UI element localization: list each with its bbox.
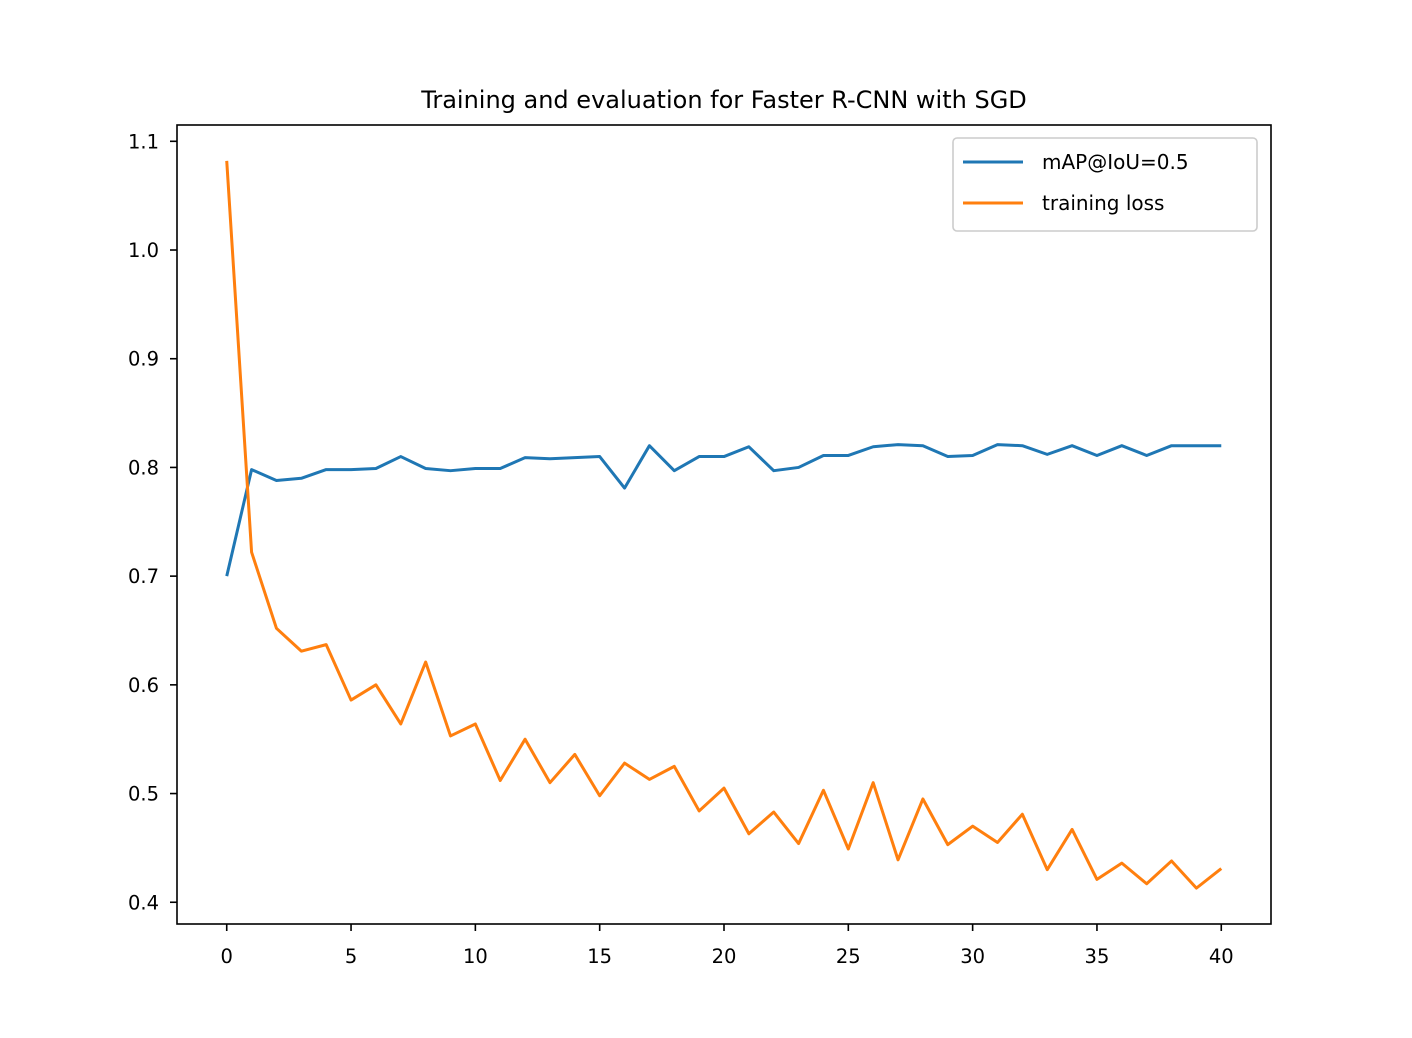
y-tick-label: 1.0 xyxy=(128,239,159,262)
y-axis: 0.4 0.5 0.6 0.7 0.8 0.9 1.0 1.1 xyxy=(128,130,177,914)
x-tick-label: 5 xyxy=(345,945,357,968)
plot-area xyxy=(225,160,1223,890)
axes-frame xyxy=(176,124,1272,925)
legend-box xyxy=(952,137,1258,232)
x-tick-label: 25 xyxy=(836,945,861,968)
y-tick-label: 0.6 xyxy=(128,674,159,697)
x-tick-label: 20 xyxy=(712,945,737,968)
y-tick-label: 0.9 xyxy=(128,348,159,371)
y-tick-label: 0.4 xyxy=(128,891,159,914)
series-line-0 xyxy=(225,443,1222,577)
y-tick-label: 0.7 xyxy=(128,565,159,588)
x-tick-label: 35 xyxy=(1085,945,1110,968)
legend-label: mAP@IoU=0.5 xyxy=(1042,150,1189,174)
x-tick-label: 15 xyxy=(587,945,612,968)
x-tick-label: 10 xyxy=(463,945,488,968)
legend: mAP@IoU=0.5 training loss xyxy=(952,137,1258,232)
legend-label: training loss xyxy=(1042,191,1164,215)
y-tick-label: 0.8 xyxy=(128,456,159,479)
series-line-1 xyxy=(225,160,1223,890)
y-tick-label: 1.1 xyxy=(128,130,159,153)
chart-title: Training and evaluation for Faster R-CNN… xyxy=(420,86,1027,114)
x-tick-label: 30 xyxy=(960,945,985,968)
y-tick-label: 0.5 xyxy=(128,783,159,806)
x-axis: 0 5 10 15 20 25 30 35 40 xyxy=(221,924,1234,968)
x-tick-label: 0 xyxy=(221,945,233,968)
x-tick-label: 40 xyxy=(1209,945,1234,968)
